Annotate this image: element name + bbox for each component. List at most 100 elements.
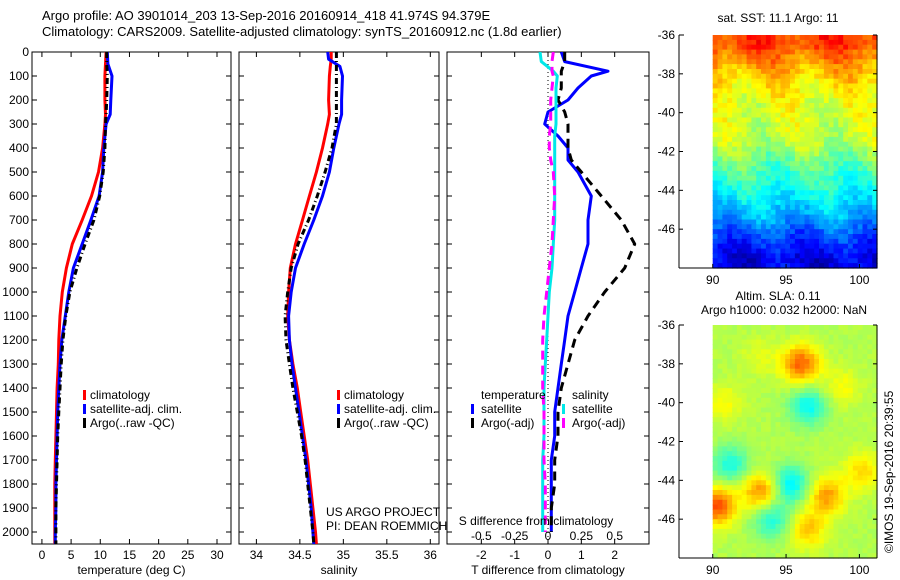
- heatmap-cell: [761, 146, 767, 153]
- heatmap-cell: [765, 422, 772, 428]
- heatmap-cell: [823, 354, 830, 360]
- heatmap-cell: [756, 35, 762, 41]
- heatmap-cell: [751, 397, 757, 404]
- heatmap-cell: [848, 204, 854, 211]
- heatmap-cell: [741, 499, 748, 506]
- heatmap-cell: [804, 485, 810, 491]
- heatmap-cell: [857, 78, 864, 85]
- heatmap-cell: [809, 465, 815, 472]
- heatmap-cell: [775, 397, 781, 404]
- heatmap-cell: [770, 258, 777, 264]
- heatmap-cell: [857, 417, 864, 423]
- heatmap-cell: [867, 470, 873, 477]
- heatmap-cell: [741, 553, 748, 559]
- heatmap-cell: [741, 426, 748, 433]
- heatmap-cell: [823, 234, 830, 240]
- heatmap-cell: [828, 499, 835, 506]
- heatmap-cell: [756, 93, 762, 99]
- heatmap-cell: [819, 378, 825, 384]
- heatmap-cell: [727, 553, 733, 559]
- heatmap-cell: [823, 368, 830, 375]
- heatmap-cell: [790, 132, 796, 138]
- heatmap-cell: [722, 451, 728, 457]
- heatmap-cell: [823, 504, 830, 511]
- heatmap-cell: [775, 136, 781, 143]
- heatmap-cell: [741, 402, 748, 409]
- heatmap-cell: [819, 59, 825, 65]
- heatmap-cell: [717, 528, 723, 535]
- heatmap-cell: [867, 378, 873, 384]
- heatmap-cell: [804, 499, 810, 506]
- heatmap-cell: [809, 460, 815, 467]
- map-y-tick-label: -40: [658, 106, 676, 120]
- heatmap-cell: [838, 553, 844, 559]
- heatmap-cell: [717, 456, 723, 462]
- heatmap-cell: [809, 190, 815, 196]
- heatmap-cell: [775, 349, 781, 355]
- heatmap-cell: [746, 243, 752, 250]
- heatmap-cell: [848, 78, 854, 85]
- heatmap-cell: [857, 107, 864, 114]
- heatmap-cell: [804, 344, 810, 350]
- heatmap-cell: [770, 538, 777, 545]
- heatmap-cell: [862, 238, 868, 245]
- heatmap-cell: [770, 88, 777, 94]
- heatmap-cell: [756, 209, 762, 216]
- heatmap-cell: [809, 494, 815, 501]
- heatmap-cell: [746, 388, 752, 394]
- heatmap-cell: [814, 359, 820, 365]
- heatmap-cell: [780, 397, 786, 404]
- heatmap-cell: [732, 175, 738, 182]
- heatmap-cell: [790, 446, 796, 452]
- heatmap-cell: [785, 553, 791, 559]
- heatmap-cell: [857, 407, 864, 413]
- heatmap-cell: [843, 460, 849, 467]
- heatmap-cell: [780, 73, 786, 80]
- heatmap-cell: [857, 359, 864, 365]
- heatmap-cell: [819, 543, 825, 549]
- heatmap-cell: [785, 519, 791, 525]
- heatmap-cell: [823, 151, 830, 157]
- heatmap-cell: [838, 112, 844, 119]
- heatmap-cell: [848, 465, 854, 472]
- heatmap-cell: [775, 344, 781, 350]
- heatmap-cell: [794, 412, 801, 418]
- heatmap-cell: [785, 412, 791, 418]
- heatmap-cell: [819, 243, 825, 250]
- heatmap-cell: [746, 136, 752, 143]
- heatmap-cell: [736, 329, 743, 336]
- heatmap-cell: [823, 325, 830, 331]
- heatmap-cell: [819, 460, 825, 467]
- heatmap-cell: [785, 238, 791, 245]
- heatmap-cell: [785, 528, 791, 535]
- heatmap-cell: [852, 69, 859, 75]
- heatmap-cell: [741, 258, 748, 264]
- heatmap-cell: [756, 98, 762, 104]
- heatmap-cell: [862, 103, 868, 109]
- heatmap-cell: [746, 359, 752, 365]
- heatmap-cell: [790, 548, 796, 554]
- heatmap-cell: [843, 397, 849, 404]
- heatmap-cell: [867, 499, 873, 506]
- heatmap-cell: [780, 238, 786, 245]
- heatmap-cell: [804, 359, 810, 365]
- heatmap-cell: [857, 93, 864, 99]
- heatmap-cell: [736, 553, 743, 559]
- heatmap-cell: [727, 166, 733, 172]
- heatmap-cell: [833, 54, 839, 60]
- heatmap-cell: [852, 243, 859, 250]
- heatmap-cell: [828, 354, 835, 360]
- heatmap-cell: [843, 39, 849, 46]
- heatmap-cell: [804, 224, 810, 230]
- heatmap-cell: [843, 204, 849, 211]
- heatmap-cell: [872, 204, 878, 211]
- heatmap-cell: [843, 368, 849, 375]
- heatmap-cell: [862, 349, 868, 355]
- figure-title-line1: Argo profile: AO 3901014_203 13-Sep-2016…: [42, 8, 491, 23]
- heatmap-cell: [867, 441, 873, 447]
- heatmap-cell: [765, 180, 772, 187]
- heatmap-cell: [809, 64, 815, 70]
- heatmap-cell: [765, 446, 772, 452]
- heatmap-cell: [833, 214, 839, 221]
- heatmap-cell: [785, 460, 791, 467]
